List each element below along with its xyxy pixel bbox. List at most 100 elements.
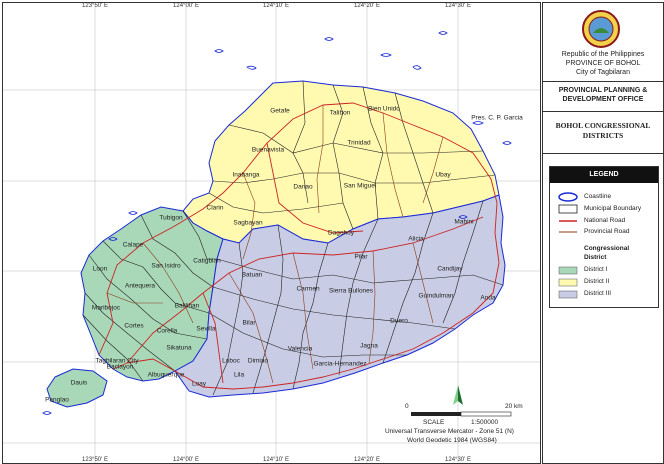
legend-provincial-road: Provincial Road [584,228,630,235]
bottom-tick-label: 124°10' E [263,457,289,463]
place-label: Alicia [408,235,424,243]
place-label: Cortes [124,322,144,330]
legend-district-3: District III [584,290,612,297]
place-label: Carmen [296,285,320,293]
legend-district-1: District I [584,266,608,273]
left-tick-label: 10°10' N [3,78,4,101]
scale-end-label: 20 km [505,403,523,410]
place-label: Ubay [435,171,451,179]
bottom-tick-label: 124°20' E [354,457,380,463]
legend-national-road: National Road [584,217,626,224]
place-label: Trinidad [347,139,371,147]
top-tick-label: 124°10' E [263,3,289,9]
divider [543,111,663,112]
place-label: Danao [293,183,313,191]
legend-title: LEGEND [550,167,658,183]
bottom-tick-label: 124°30' E [445,457,471,463]
district-3-swatch [558,290,578,299]
map-frame: 123°50' E 124°00' E 124°10' E 124°20' E 124°… [2,2,541,464]
place-label: Inabanga [232,171,260,179]
province-label: PROVINCE OF BOHOL [565,60,641,67]
scale-zero-label: 0 [405,403,409,410]
place-label: Corella [156,327,178,335]
bottom-tick-label: 123°50' E [82,457,108,463]
place-label: Bilar [242,319,256,327]
place-label: Dimiao [247,357,269,365]
legend-coastline: Coastline [584,193,612,200]
coastline-symbol-icon [558,192,578,202]
provincial-road-symbol-icon [559,231,577,233]
place-label: Dauis [70,379,88,387]
info-panel: Republic of the Philippines PROVINCE OF … [542,2,664,464]
scale-ratio: 1:500000 [471,419,499,426]
bohol-map [3,3,540,463]
place-label: San Miguel [343,182,377,190]
district-1-swatch [558,266,578,275]
place-label: Sierra Bullones [328,287,374,295]
place-label: Buenavista [251,146,285,154]
place-label: Antequera [125,282,155,290]
place-label: Calape [122,241,144,249]
place-label: Jagna [360,342,378,350]
place-label: Lila [233,371,245,379]
scale-bar [411,411,512,417]
panglao-island [46,368,108,408]
national-roads [98,102,500,390]
place-label: Maribojoc [91,304,121,312]
divider [543,81,663,82]
map-title-line-1: BOHOL CONGRESSIONAL [555,121,651,130]
provincial-seal-icon [582,10,620,48]
islets [42,31,512,415]
municipal-boundary-symbol-icon [558,204,578,214]
place-label: Pres. C. P. Garcia [471,114,523,122]
place-label: Pilar [354,253,368,261]
right-tick-label: 10°10' N [540,78,541,101]
legend-congressional-line-1: Congressional [584,245,630,252]
legend-congressional-line-2: District [584,254,607,261]
place-label: Tubigon [159,214,183,222]
place-label: Talibon [329,109,351,117]
place-label: Tagbilaran City [95,357,139,365]
municipal-boundaries [82,80,504,396]
legend-municipal-boundary: Municipal Boundary [584,205,642,212]
projection-label: Universal Transverse Mercator - Zone 51 … [385,428,514,435]
place-label: Valencia [287,345,313,353]
office-line-2: DEVELOPMENT OFFICE [562,96,644,103]
place-label: Getafe [270,107,290,115]
place-label: San Isidro [151,262,181,270]
bottom-tick-label: 124°00' E [173,457,199,463]
top-tick-label: 124°20' E [354,3,380,9]
top-tick-label: 124°30' E [445,3,471,9]
national-road-symbol-icon [559,220,577,222]
city-label: City of Tagbilaran [576,69,630,76]
office-line-1: PROVINCIAL PLANNING & [558,87,648,94]
place-label: Batuan [241,271,263,279]
place-label: Sikatuna [166,344,192,352]
place-label: Loon [92,265,108,273]
datum-label: World Geodetic 1984 (WGS84) [407,437,497,444]
place-label: Garcia-Hernandez [313,360,367,368]
scale-word: SCALE [423,419,445,426]
place-label: Guindulman [418,292,454,300]
place-label: Baclayon [106,363,134,371]
map-title-line-2: DISTRICTS [582,131,624,140]
place-label: Anda [480,294,496,302]
place-label: Balilihan [174,302,200,310]
place-label: Duero [390,317,408,325]
right-tick-label: 10°00' N [540,169,541,192]
top-tick-label: 123°50' E [82,3,108,9]
place-label: Albuquerque [147,371,185,379]
place-label: Dagohoy [327,229,355,237]
place-label: Sevilla [196,325,216,333]
place-label: Sagbayan [233,219,263,227]
place-label: Clarin [206,204,224,212]
place-label: Panglao [45,396,69,404]
provincial-roads [106,105,444,384]
north-arrow-icon [453,385,463,405]
legend: LEGEND Coastline Municipal Boundary Nati… [549,166,659,308]
place-label: Loay [191,380,207,388]
legend-district-2: District II [584,278,610,285]
place-label: Candijay [437,265,463,273]
left-tick-label: 10°00' N [3,169,4,192]
